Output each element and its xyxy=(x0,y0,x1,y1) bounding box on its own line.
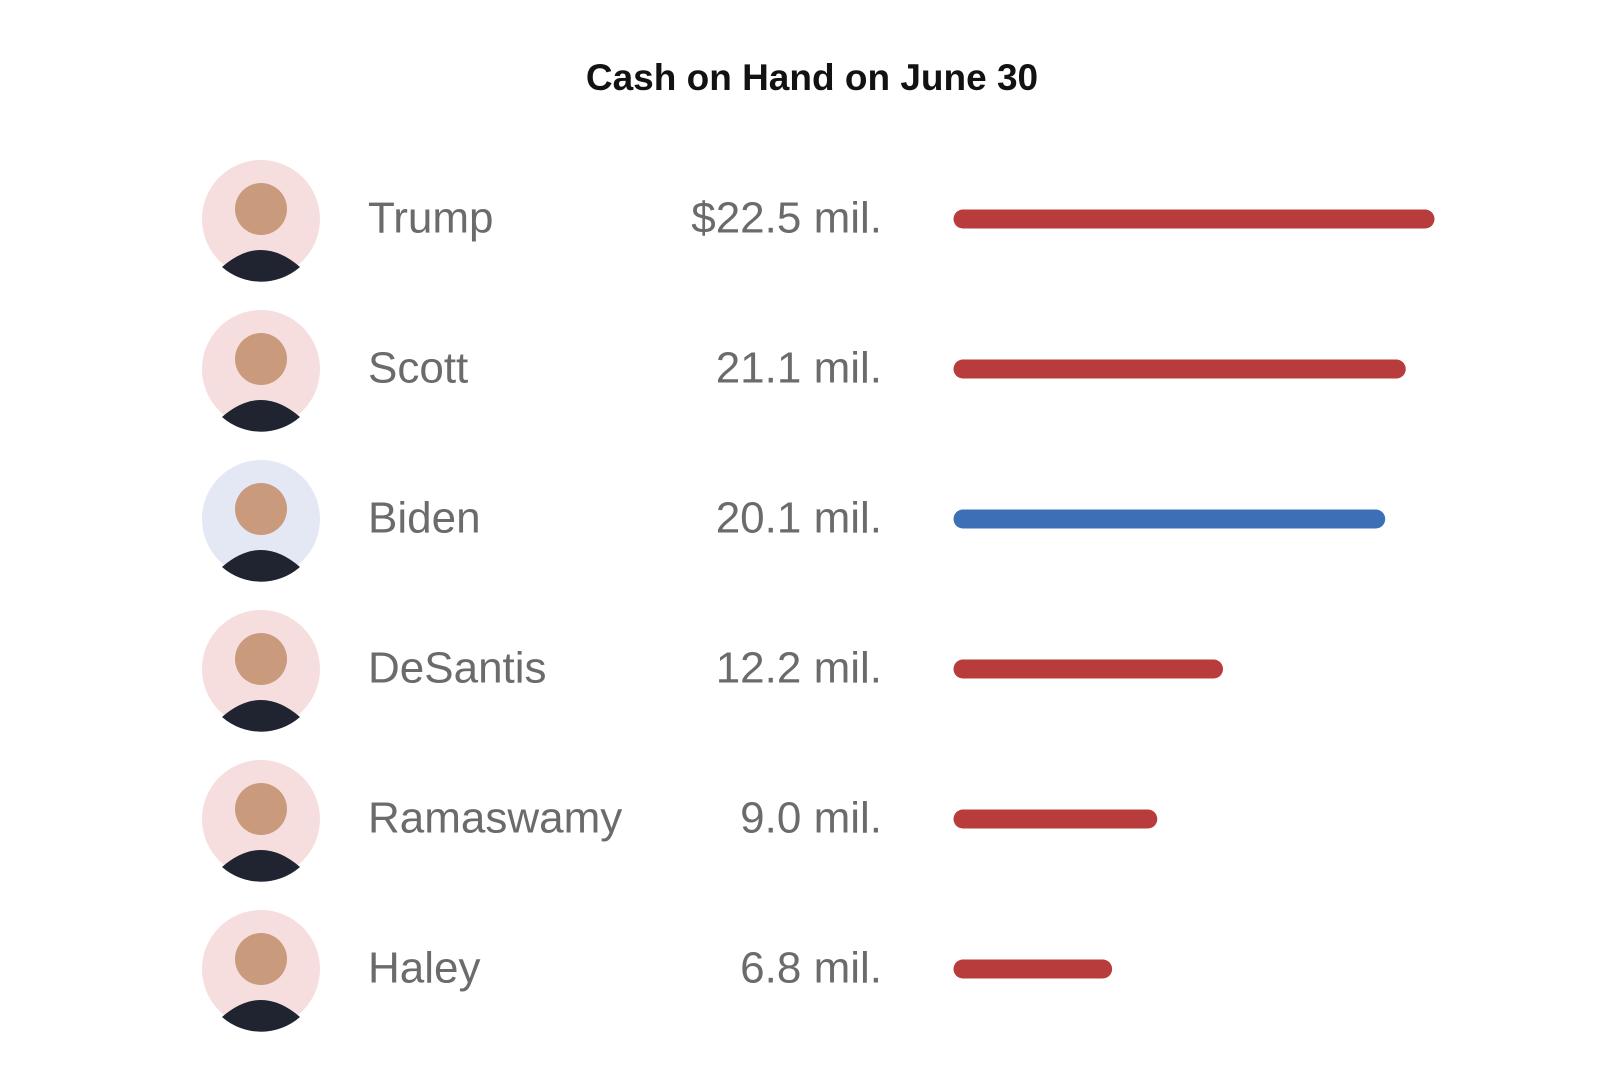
avatar-body xyxy=(222,700,300,732)
avatar-head xyxy=(235,933,287,985)
avatar xyxy=(202,610,320,732)
avatar xyxy=(202,760,320,882)
avatar-head xyxy=(235,333,287,385)
category-label: Biden xyxy=(368,494,481,543)
avatar-body xyxy=(222,400,300,432)
avatar-head xyxy=(235,783,287,835)
category-label: Scott xyxy=(368,344,468,393)
avatar xyxy=(202,910,320,1032)
avatar-body xyxy=(222,1000,300,1032)
avatar xyxy=(202,160,320,282)
avatar xyxy=(202,460,320,582)
value-label: 12.2 mil. xyxy=(716,644,882,693)
value-label: $22.5 mil. xyxy=(691,194,882,243)
chart-title: Cash on Hand on June 30 xyxy=(586,57,1038,98)
value-label: 9.0 mil. xyxy=(740,794,882,843)
avatar-body xyxy=(222,250,300,282)
avatar-body xyxy=(222,850,300,882)
avatar-head xyxy=(235,183,287,235)
avatar xyxy=(202,310,320,432)
avatar-head xyxy=(235,633,287,685)
value-label: 6.8 mil. xyxy=(740,944,882,993)
avatar-body xyxy=(222,550,300,582)
category-label: Haley xyxy=(368,944,481,993)
value-label: 21.1 mil. xyxy=(716,344,882,393)
category-label: Ramaswamy xyxy=(368,794,622,843)
category-label: Trump xyxy=(368,194,494,243)
value-label: 20.1 mil. xyxy=(716,494,882,543)
category-label: DeSantis xyxy=(368,644,547,693)
avatar-head xyxy=(235,483,287,535)
